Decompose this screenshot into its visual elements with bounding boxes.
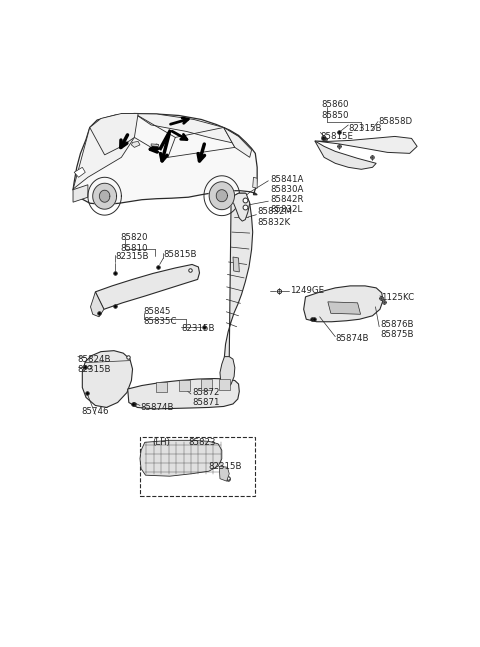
Text: 85876B
85875B: 85876B 85875B [381, 320, 414, 340]
Polygon shape [225, 193, 252, 364]
Text: 82315B: 82315B [209, 462, 242, 471]
Text: (LH): (LH) [152, 438, 170, 447]
Polygon shape [93, 183, 117, 209]
Polygon shape [315, 141, 376, 170]
Polygon shape [91, 292, 104, 317]
Polygon shape [201, 378, 212, 389]
Text: 82315B: 82315B [181, 324, 215, 333]
Polygon shape [132, 142, 140, 148]
Polygon shape [73, 185, 88, 202]
Polygon shape [83, 351, 132, 408]
Polygon shape [304, 286, 383, 322]
Text: 1125KC: 1125KC [381, 293, 414, 302]
Polygon shape [73, 113, 257, 204]
Polygon shape [315, 137, 417, 153]
Text: 85874B: 85874B [335, 334, 369, 343]
Text: 82315B: 82315B [348, 124, 382, 133]
Text: 85815E: 85815E [321, 132, 353, 141]
Text: 85824B: 85824B [78, 355, 111, 364]
Polygon shape [140, 441, 222, 476]
Text: 85823: 85823 [188, 438, 216, 447]
Text: 85746: 85746 [82, 407, 109, 416]
Polygon shape [151, 144, 158, 146]
Polygon shape [328, 302, 360, 314]
Text: 85815B: 85815B [163, 250, 197, 259]
Polygon shape [99, 190, 110, 202]
Polygon shape [233, 257, 240, 272]
Text: 85845
85835C: 85845 85835C [144, 307, 177, 327]
Polygon shape [156, 382, 167, 393]
Text: 85820
85810: 85820 85810 [120, 234, 148, 253]
Bar [140, 437, 255, 496]
Polygon shape [220, 356, 235, 389]
Polygon shape [179, 380, 190, 391]
Text: 82315B: 82315B [115, 252, 148, 261]
Text: 85860
85850: 85860 85850 [322, 100, 349, 120]
Text: 1249GE: 1249GE [290, 287, 324, 296]
Text: 85874B: 85874B [140, 403, 173, 412]
Polygon shape [219, 378, 230, 389]
Polygon shape [96, 265, 200, 309]
Text: 82315B: 82315B [78, 364, 111, 373]
Text: 85842R
85832L: 85842R 85832L [270, 195, 304, 214]
Text: 85872
85871: 85872 85871 [192, 388, 219, 407]
Polygon shape [128, 378, 240, 409]
Polygon shape [224, 127, 252, 157]
Polygon shape [74, 168, 85, 177]
Polygon shape [90, 113, 138, 155]
Polygon shape [121, 113, 239, 144]
Polygon shape [216, 190, 228, 202]
Text: 85841A
85830A: 85841A 85830A [270, 175, 303, 195]
Text: 85858D: 85858D [378, 117, 412, 126]
Polygon shape [231, 193, 250, 221]
Text: 85832M
85832K: 85832M 85832K [257, 208, 292, 227]
Polygon shape [209, 182, 234, 210]
Polygon shape [252, 177, 257, 188]
Polygon shape [219, 466, 229, 481]
Polygon shape [73, 127, 134, 190]
